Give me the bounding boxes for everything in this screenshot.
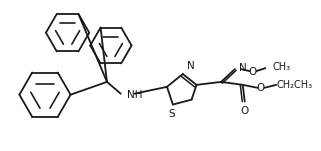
Text: O: O [256,83,265,93]
Text: N: N [187,61,195,71]
Text: CH₃: CH₃ [272,62,291,72]
Text: O: O [241,106,249,116]
Text: NH: NH [127,90,142,100]
Text: S: S [169,109,175,119]
Text: N: N [239,63,247,73]
Text: O: O [248,67,257,77]
Text: CH₂CH₃: CH₂CH₃ [276,80,312,90]
